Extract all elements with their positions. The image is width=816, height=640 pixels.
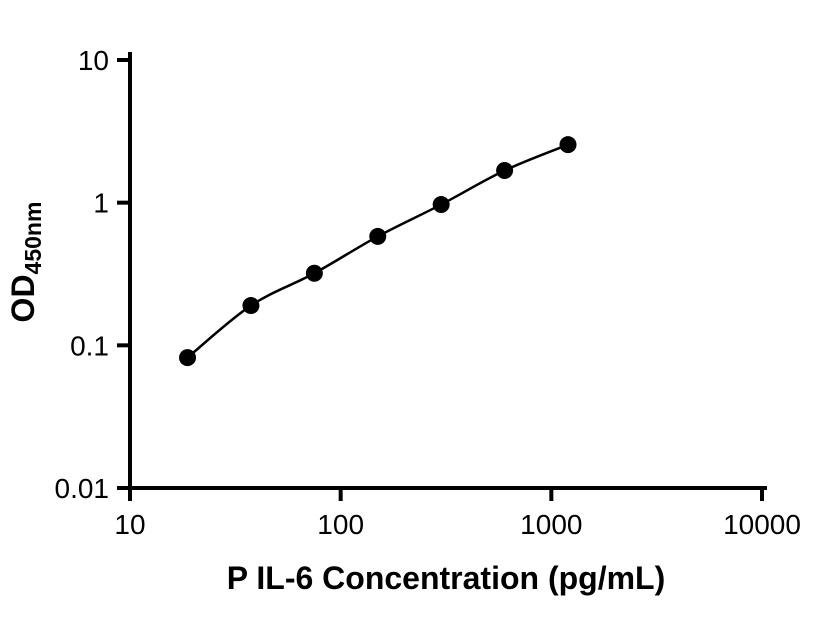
data-point-marker bbox=[496, 162, 514, 180]
x-tick-label: 10 bbox=[114, 509, 145, 540]
y-tick-label: 0.1 bbox=[70, 330, 109, 361]
x-axis-title: P IL-6 Concentration (pg/mL) bbox=[227, 560, 666, 596]
data-point-marker bbox=[432, 196, 450, 214]
y-tick-label: 1 bbox=[93, 188, 109, 219]
y-axis-title-sub: 450nm bbox=[20, 202, 46, 275]
x-tick-label: 10000 bbox=[723, 509, 801, 540]
y-axis-title: OD450nm bbox=[5, 202, 46, 323]
x-tick-label: 100 bbox=[317, 509, 364, 540]
data-point-marker bbox=[242, 297, 260, 315]
data-point-marker bbox=[179, 349, 197, 367]
y-tick-label: 0.01 bbox=[55, 473, 110, 504]
y-tick-label: 10 bbox=[78, 45, 109, 76]
y-axis-title-main: OD bbox=[5, 274, 41, 322]
data-point-marker bbox=[559, 136, 577, 154]
x-tick-label: 1000 bbox=[520, 509, 582, 540]
data-point-marker bbox=[305, 264, 323, 282]
data-point-marker bbox=[369, 227, 387, 245]
plot-layer: 10 100 1000 10000 10 1 0.1 0.01 bbox=[55, 45, 801, 540]
